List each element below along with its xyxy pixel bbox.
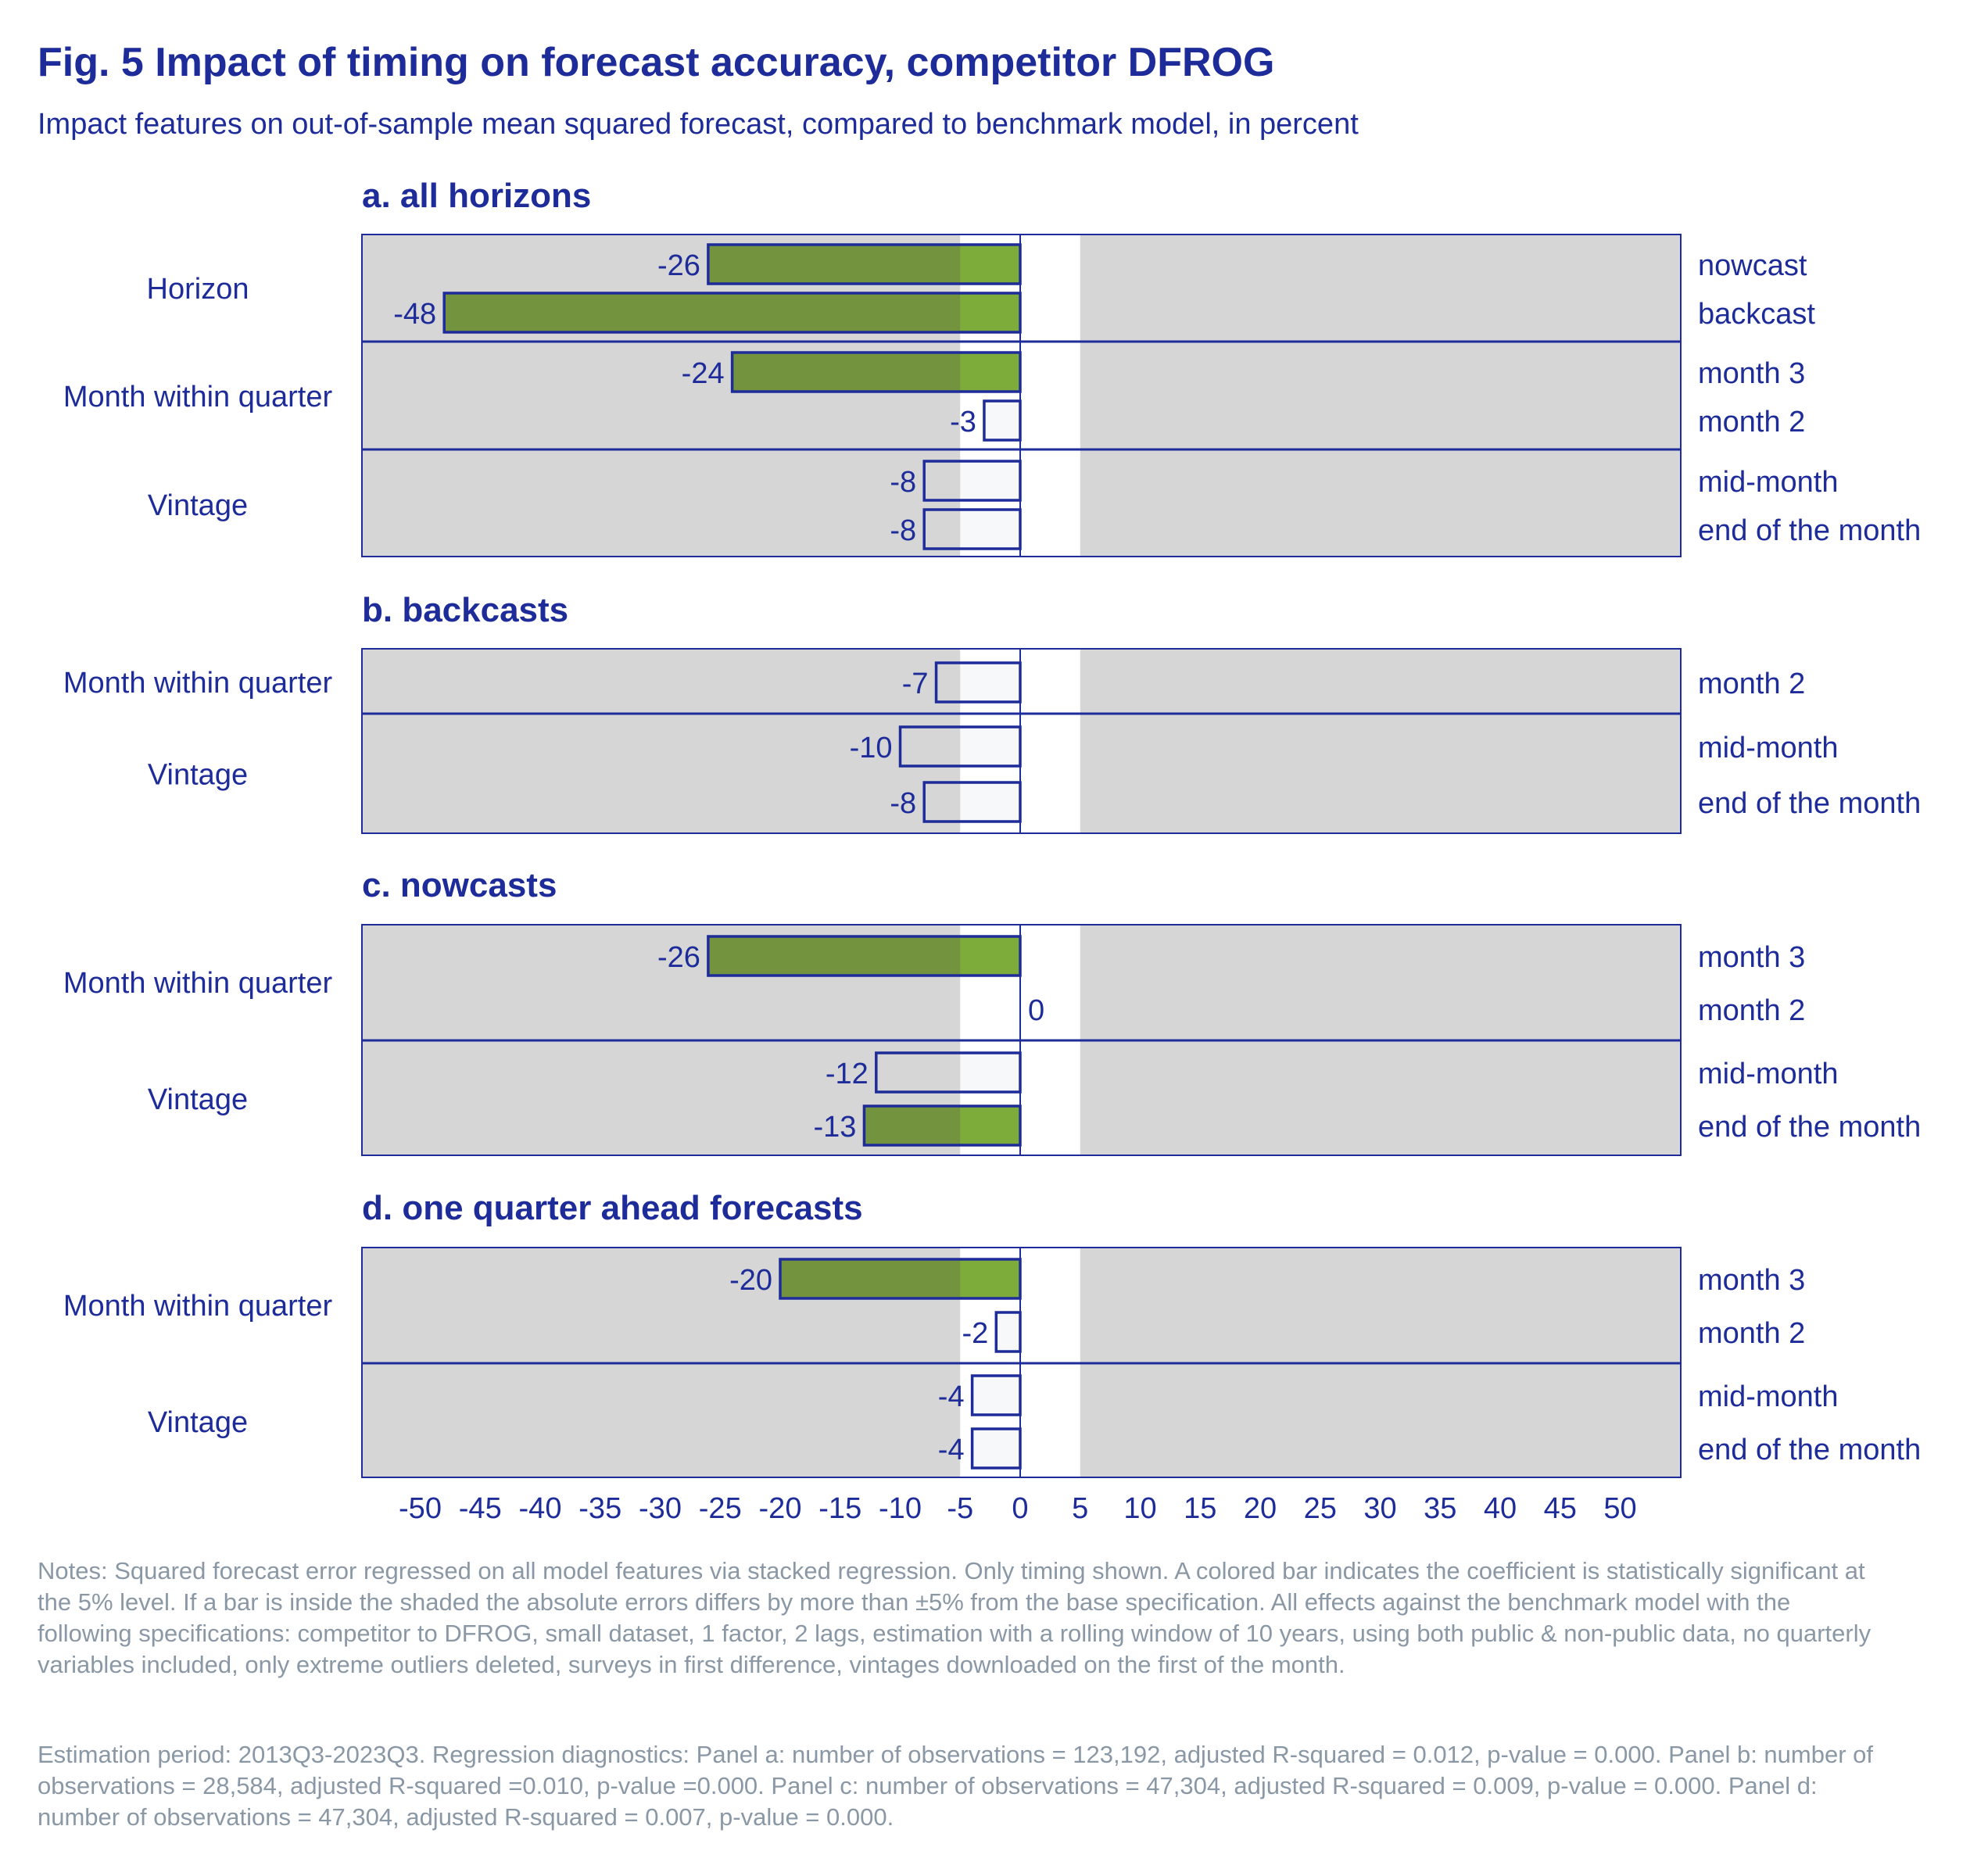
bar-value-label: -4 [938, 1380, 965, 1413]
bar-value-label: -26 [657, 249, 700, 282]
x-tick-label: -25 [699, 1492, 742, 1525]
x-tick-label: -10 [879, 1492, 922, 1525]
group-label: Month within quarter [63, 1290, 333, 1323]
x-tick-label: -30 [639, 1492, 682, 1525]
panel-title: a. all horizons [362, 177, 591, 215]
bar-fill-outside-band [924, 510, 961, 549]
x-tick-label: -50 [399, 1492, 442, 1525]
category-label: month 2 [1698, 668, 1805, 700]
category-label: end of the month [1698, 1434, 1921, 1466]
category-label: mid-month [1698, 1058, 1839, 1090]
bar-fill [996, 1312, 1020, 1352]
category-label: mid-month [1698, 732, 1839, 764]
bar-value-label: -24 [682, 357, 725, 390]
bar-value-label: -10 [850, 732, 893, 764]
bar-value-label: -48 [393, 298, 436, 331]
group-label: Horizon [147, 273, 249, 306]
x-tick-label: 10 [1123, 1492, 1156, 1525]
bar-value-label: -12 [826, 1058, 869, 1090]
bar-fill-in-band [960, 1259, 1020, 1298]
x-tick-label: 40 [1484, 1492, 1517, 1525]
x-tick-label: 50 [1603, 1492, 1636, 1525]
bar-fill-in-band [960, 936, 1020, 976]
x-tick-label: 35 [1424, 1492, 1456, 1525]
category-label: mid-month [1698, 466, 1839, 499]
panel-frame [361, 1247, 1682, 1478]
bar-value-label: -26 [657, 941, 700, 974]
category-label: month 2 [1698, 406, 1805, 439]
bar-chart: a. all horizons Horizon -26 nowcast -48 backc… [63, 177, 1921, 1525]
bar-fill-outside-band [900, 727, 961, 766]
category-label: mid-month [1698, 1380, 1839, 1413]
panel-title: d. one quarter ahead forecasts [362, 1189, 863, 1227]
category-label: end of the month [1698, 514, 1921, 547]
bar-fill [983, 401, 1020, 440]
bar-fill [444, 293, 1020, 332]
bar-fill [972, 1376, 1020, 1415]
category-label: month 3 [1698, 357, 1805, 390]
x-tick-label: 20 [1244, 1492, 1277, 1525]
group-label: Vintage [148, 489, 248, 522]
x-tick-label: -40 [519, 1492, 562, 1525]
category-label: month 3 [1698, 1264, 1805, 1297]
x-tick-label: -15 [818, 1492, 861, 1525]
bar-value-label: -8 [890, 466, 916, 499]
x-tick-label: 0 [1012, 1492, 1028, 1525]
x-tick-label: -35 [578, 1492, 621, 1525]
x-tick-label: 45 [1544, 1492, 1577, 1525]
group-label: Vintage [148, 759, 248, 792]
bar-value-label: -2 [962, 1317, 989, 1350]
bar-fill-in-band [960, 293, 1020, 332]
bar-value-label: -8 [890, 787, 916, 820]
x-tick-label: 25 [1304, 1492, 1337, 1525]
group-label: Month within quarter [63, 667, 333, 700]
category-label: month 2 [1698, 994, 1805, 1027]
bar-value-label: -3 [950, 406, 976, 439]
panel-frame [361, 234, 1682, 557]
group-label: Vintage [148, 1083, 248, 1116]
x-tick-label: 30 [1363, 1492, 1396, 1525]
bar-value-label: -4 [938, 1434, 965, 1466]
panel-frame [361, 648, 1682, 834]
x-tick-label: -5 [947, 1492, 973, 1525]
category-label: end of the month [1698, 787, 1921, 820]
bar-value-label: -7 [902, 668, 929, 700]
bar-fill-outside-band [876, 1053, 961, 1092]
bar-fill-outside-band [924, 461, 961, 500]
bar-fill-in-band [960, 353, 1020, 392]
x-tick-label: 5 [1072, 1492, 1088, 1525]
category-label: nowcast [1698, 249, 1807, 282]
estimation-notes-text: Estimation period: 2013Q3-2023Q3. Regres… [38, 1741, 1874, 1831]
bar-fill-in-band [960, 1106, 1020, 1145]
category-label: month 3 [1698, 941, 1805, 974]
bar-value-label: -8 [890, 514, 916, 547]
bar-fill-outside-band [936, 663, 961, 702]
category-label: month 2 [1698, 1317, 1805, 1350]
figure-subtitle: Impact features on out-of-sample mean sq… [38, 108, 1359, 141]
category-label: end of the month [1698, 1111, 1921, 1144]
x-tick-label: -45 [459, 1492, 502, 1525]
bar-fill-outside-band [924, 782, 961, 822]
x-tick-label: -20 [759, 1492, 802, 1525]
bar-value-label: -13 [814, 1111, 857, 1144]
group-label: Vintage [148, 1406, 248, 1439]
bar-fill [972, 1429, 1020, 1468]
group-label: Month within quarter [63, 381, 333, 414]
notes-text: Notes: Squared forecast error regressed … [38, 1557, 1872, 1678]
bar-value-label: -20 [729, 1264, 772, 1297]
category-label: backcast [1698, 298, 1815, 331]
panel-frame [361, 924, 1682, 1156]
figure-title: Fig. 5 Impact of timing on forecast accu… [38, 40, 1275, 85]
bar-value-label: 0 [1028, 994, 1044, 1027]
panel-title: c. nowcasts [362, 866, 557, 904]
bar-fill-in-band [960, 245, 1020, 284]
x-tick-label: 15 [1184, 1492, 1216, 1525]
group-label: Month within quarter [63, 967, 333, 1000]
panel-title: b. backcasts [362, 591, 568, 629]
